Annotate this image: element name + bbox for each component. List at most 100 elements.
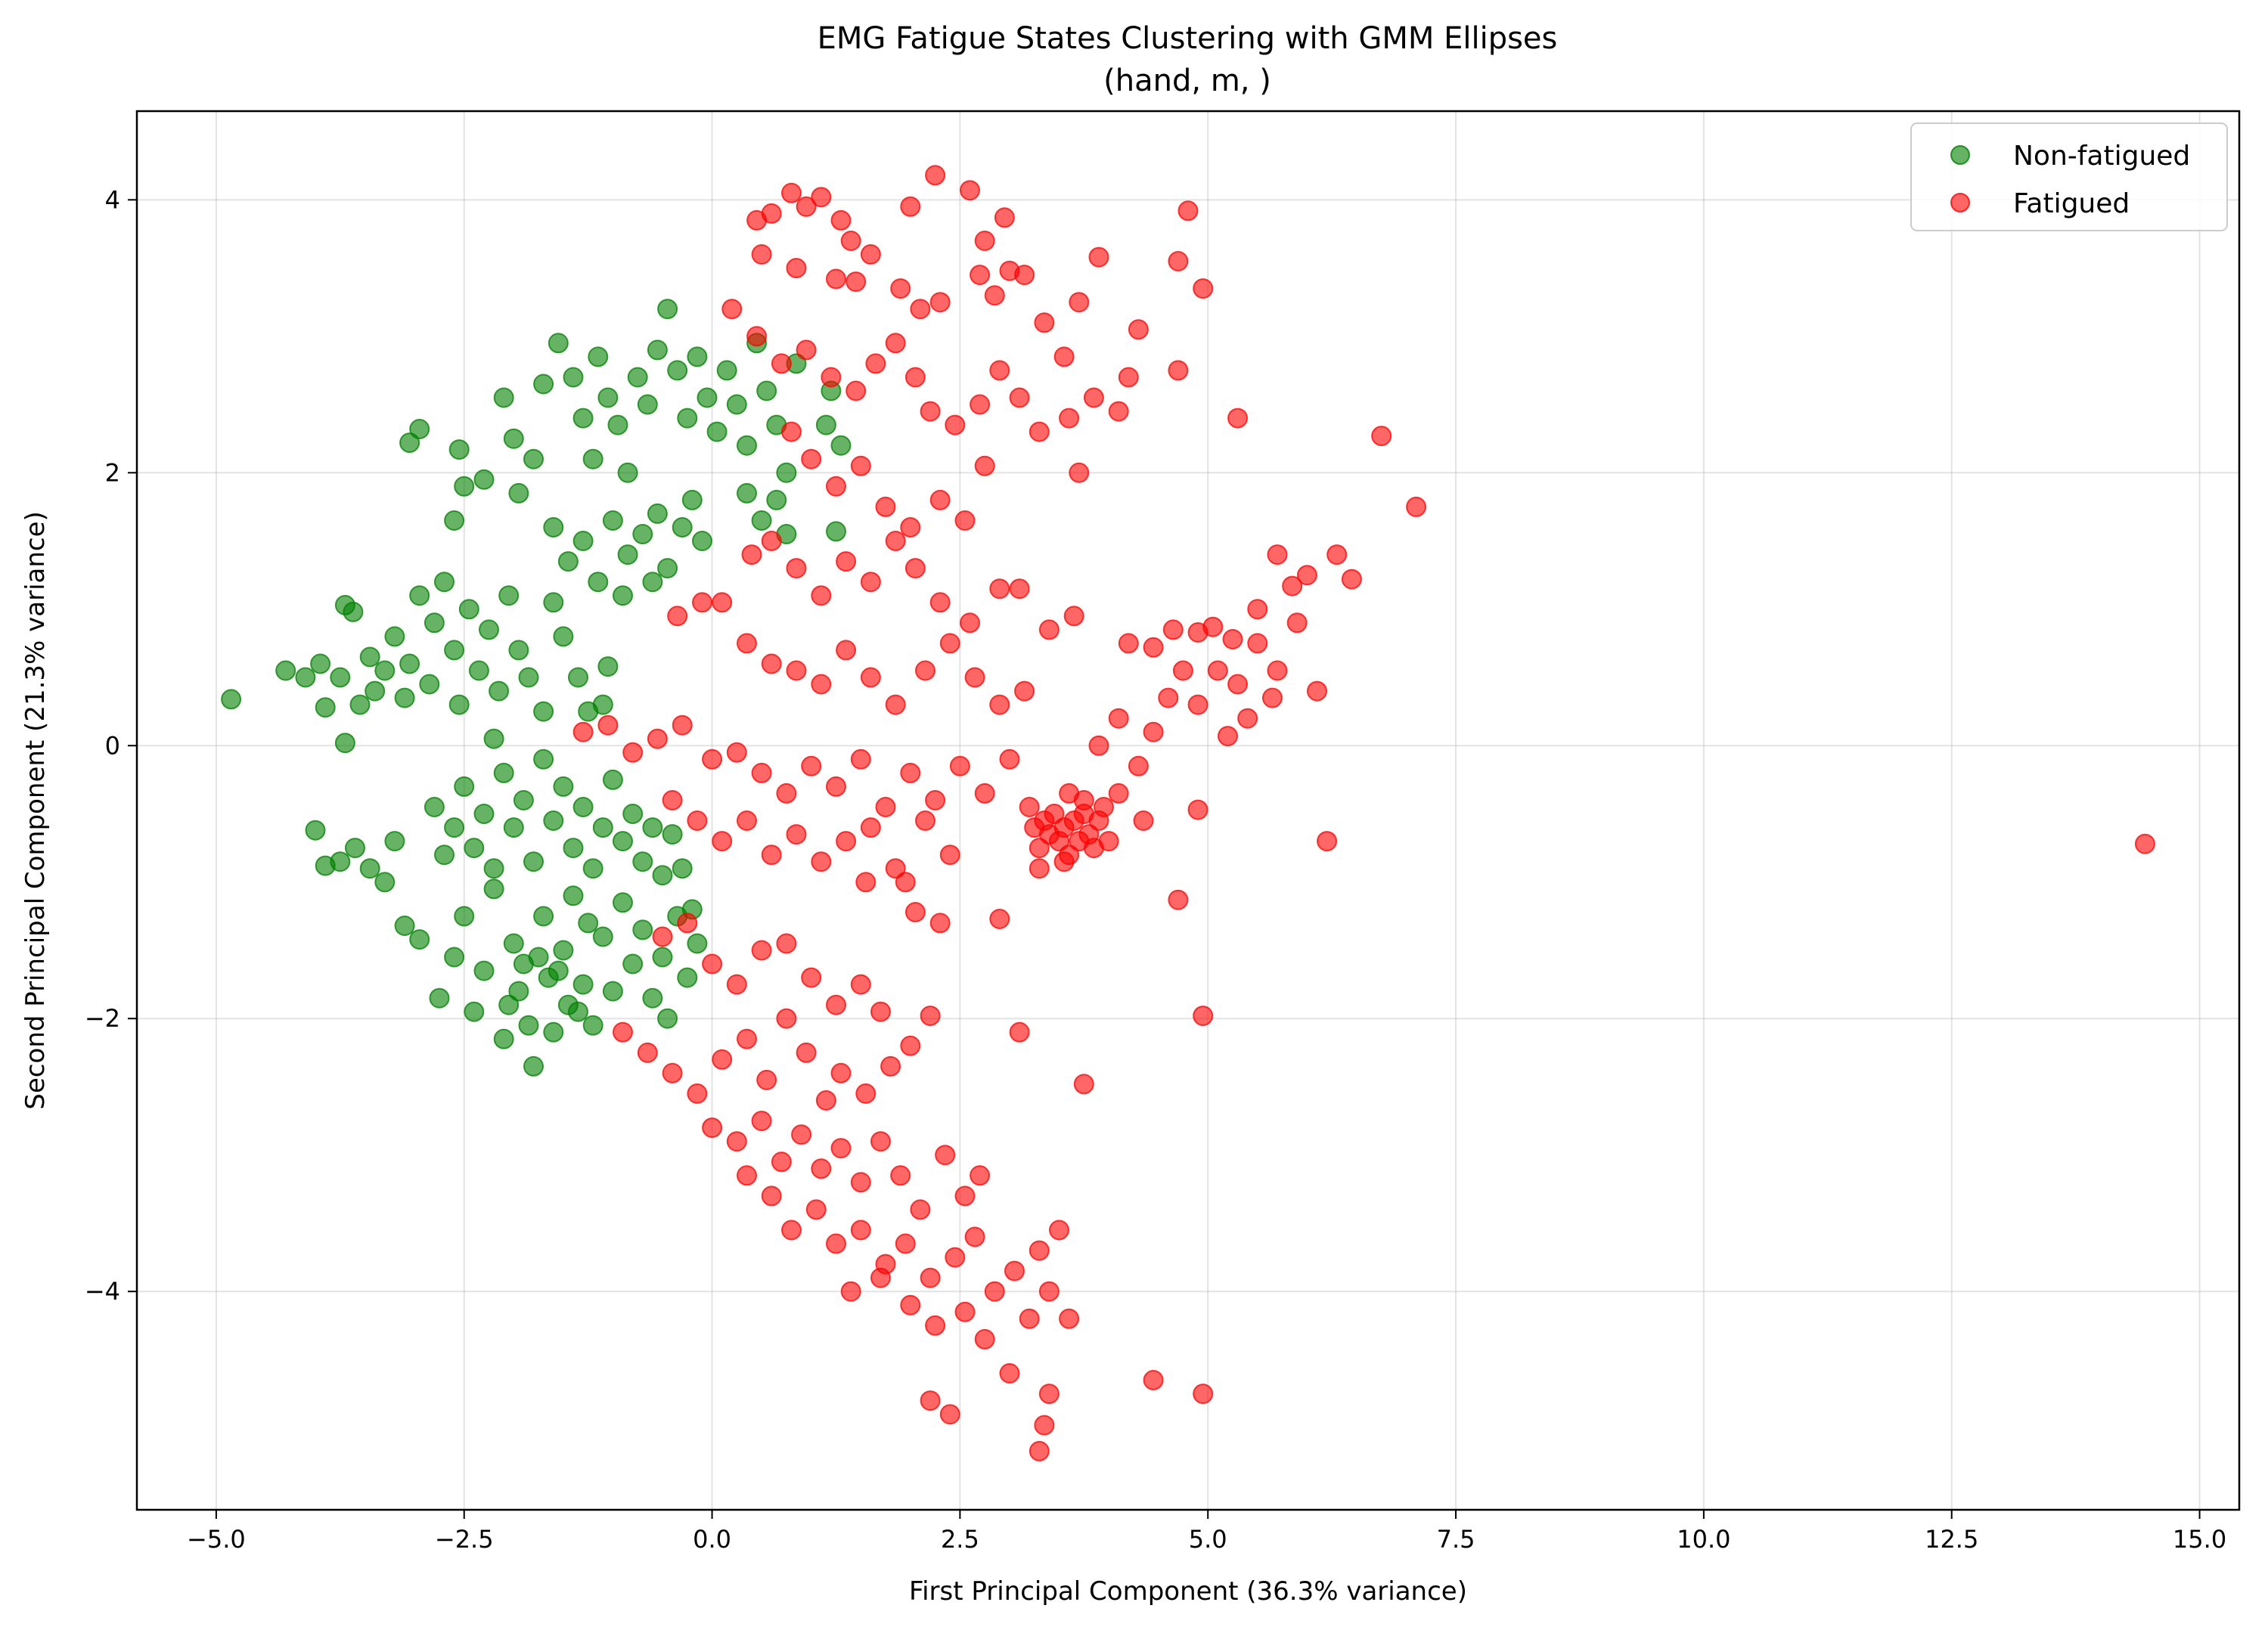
point-fatigued xyxy=(1177,200,1199,222)
point-fatigued xyxy=(860,817,881,838)
point-fatigued xyxy=(830,1062,852,1083)
axis-ticks: −5.0 −2.5 0.0 2.5 5.0 7.5 10.0 12.5 15.0 −4 −2 0 2 4 xyxy=(85,185,2226,1554)
point-fatigued xyxy=(796,1042,817,1063)
point-fatigued xyxy=(865,353,886,374)
point-non-fatigued xyxy=(523,448,544,469)
point-non-fatigued xyxy=(543,517,564,538)
point-fatigued xyxy=(1029,1440,1050,1461)
point-non-fatigued xyxy=(473,469,495,490)
point-fatigued xyxy=(954,1185,976,1207)
point-fatigued xyxy=(776,782,797,804)
point-fatigued xyxy=(830,209,852,231)
point-non-fatigued xyxy=(464,1001,485,1022)
point-fatigued xyxy=(880,1055,901,1077)
y-axis-label: Second Principal Component (21.3% varian… xyxy=(20,511,51,1110)
point-non-fatigued xyxy=(563,838,584,859)
point-non-fatigued xyxy=(454,906,475,927)
point-fatigued xyxy=(989,909,1010,929)
point-non-fatigued xyxy=(345,838,365,859)
point-non-fatigued xyxy=(434,572,455,593)
point-fatigued xyxy=(1371,426,1392,447)
point-fatigued xyxy=(687,1083,708,1104)
point-non-fatigued xyxy=(613,831,633,852)
point-non-fatigued xyxy=(493,387,514,408)
point-fatigued xyxy=(761,1185,782,1207)
point-non-fatigued xyxy=(592,817,613,838)
point-fatigued xyxy=(1029,838,1050,859)
point-non-fatigued xyxy=(394,916,415,936)
point-fatigued xyxy=(712,1049,733,1070)
point-fatigued xyxy=(1038,1384,1060,1405)
point-non-fatigued xyxy=(359,858,380,879)
point-non-fatigued xyxy=(672,517,693,538)
point-non-fatigued xyxy=(543,810,564,831)
point-fatigued xyxy=(1019,1308,1040,1329)
point-fatigued xyxy=(1098,831,1119,852)
point-fatigued xyxy=(860,667,881,688)
point-non-fatigued xyxy=(687,346,708,367)
point-non-fatigued xyxy=(553,776,574,797)
point-non-fatigued xyxy=(518,667,539,688)
point-non-fatigued xyxy=(726,394,747,415)
point-fatigued xyxy=(1118,367,1139,388)
point-fatigued xyxy=(1187,694,1208,715)
point-fatigued xyxy=(855,872,876,893)
point-fatigued xyxy=(1083,387,1104,408)
point-non-fatigued xyxy=(632,524,653,544)
point-fatigued xyxy=(1053,851,1075,872)
point-non-fatigued xyxy=(508,981,529,1002)
point-non-fatigued xyxy=(305,820,326,841)
point-fatigued xyxy=(994,207,1015,228)
point-non-fatigued xyxy=(409,929,430,950)
point-fatigued xyxy=(781,421,802,442)
point-non-fatigued xyxy=(716,360,737,381)
point-fatigued xyxy=(1044,804,1065,824)
point-non-fatigued xyxy=(454,476,475,497)
point-fatigued xyxy=(929,913,951,934)
point-fatigued xyxy=(647,728,668,749)
point-fatigued xyxy=(964,1226,985,1247)
point-non-fatigued xyxy=(553,940,574,961)
point-fatigued xyxy=(786,824,807,845)
point-non-fatigued xyxy=(756,380,777,401)
point-fatigued xyxy=(830,1138,852,1159)
chart-title: EMG Fatigue States Clustering with GMM E… xyxy=(818,21,1558,56)
point-fatigued xyxy=(900,1294,921,1315)
point-fatigued xyxy=(935,1145,956,1166)
point-fatigued xyxy=(1004,1260,1025,1281)
point-fatigued xyxy=(1128,319,1149,340)
point-non-fatigued xyxy=(503,933,524,954)
point-non-fatigued xyxy=(662,824,683,845)
point-non-fatigued xyxy=(533,906,554,927)
point-fatigued xyxy=(826,1233,846,1254)
point-non-fatigued xyxy=(523,851,544,872)
point-fatigued xyxy=(1029,858,1050,879)
point-fatigued xyxy=(1034,1415,1055,1436)
point-fatigued xyxy=(786,558,807,579)
point-fatigued xyxy=(801,755,822,776)
point-fatigued xyxy=(845,380,867,401)
point-fatigued xyxy=(741,544,762,566)
point-fatigued xyxy=(637,1042,658,1063)
point-fatigued xyxy=(1029,421,1050,442)
point-non-fatigued xyxy=(424,612,445,634)
point-non-fatigued xyxy=(553,626,574,647)
point-non-fatigued xyxy=(681,489,703,510)
point-fatigued xyxy=(622,742,644,763)
point-fatigued xyxy=(974,1328,995,1350)
point-non-fatigued xyxy=(454,776,475,797)
point-fatigued xyxy=(687,810,708,831)
point-fatigued xyxy=(920,1267,941,1288)
point-non-fatigued xyxy=(448,439,470,460)
point-non-fatigued xyxy=(419,674,440,695)
x-tick-label: 7.5 xyxy=(1437,1525,1475,1554)
point-fatigued xyxy=(836,831,857,852)
point-non-fatigued xyxy=(637,394,658,415)
point-fatigued xyxy=(929,592,951,613)
point-fatigued xyxy=(904,902,926,922)
point-non-fatigued xyxy=(429,987,450,1009)
point-fatigued xyxy=(885,858,906,879)
point-non-fatigued xyxy=(697,387,718,408)
point-fatigued xyxy=(737,633,757,654)
point-fatigued xyxy=(1108,782,1129,804)
